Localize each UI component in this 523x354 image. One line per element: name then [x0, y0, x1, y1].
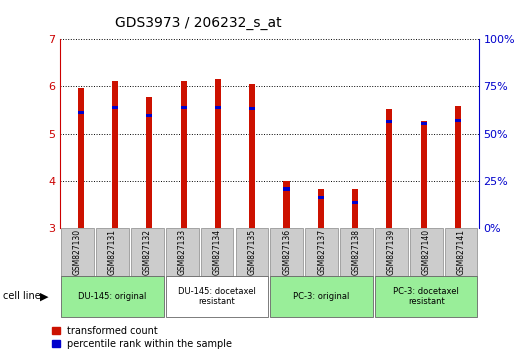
Text: GSM827135: GSM827135 — [247, 229, 256, 275]
Text: GSM827134: GSM827134 — [212, 229, 222, 275]
Text: GSM827131: GSM827131 — [108, 229, 117, 275]
Text: DU-145: original: DU-145: original — [78, 292, 146, 301]
Bar — [249, 84, 255, 228]
Bar — [317, 189, 324, 228]
Text: GSM827130: GSM827130 — [73, 229, 82, 275]
Bar — [249, 107, 255, 110]
Bar — [386, 120, 392, 123]
Bar — [112, 81, 118, 228]
Bar — [146, 97, 152, 228]
Text: GSM827137: GSM827137 — [317, 229, 326, 275]
Bar — [180, 81, 187, 228]
Text: GSM827132: GSM827132 — [143, 229, 152, 275]
Text: DU-145: docetaxel
resistant: DU-145: docetaxel resistant — [178, 287, 256, 306]
Text: GDS3973 / 206232_s_at: GDS3973 / 206232_s_at — [116, 16, 282, 30]
Bar — [146, 114, 152, 117]
Text: GSM827141: GSM827141 — [457, 229, 465, 275]
Text: PC-3: docetaxel
resistant: PC-3: docetaxel resistant — [393, 287, 459, 306]
Bar — [215, 106, 221, 109]
Bar — [352, 189, 358, 228]
Bar — [77, 88, 84, 228]
Bar — [352, 201, 358, 204]
Bar — [386, 109, 392, 228]
Bar — [180, 106, 187, 109]
Text: GSM827136: GSM827136 — [282, 229, 291, 275]
Bar — [455, 119, 461, 122]
Bar — [420, 122, 427, 125]
Bar — [455, 106, 461, 228]
Bar — [283, 181, 290, 228]
Bar — [420, 121, 427, 228]
Bar — [283, 188, 290, 190]
Bar — [77, 111, 84, 114]
Legend: transformed count, percentile rank within the sample: transformed count, percentile rank withi… — [52, 326, 233, 349]
Text: GSM827133: GSM827133 — [178, 229, 187, 275]
Bar — [112, 106, 118, 109]
Text: GSM827138: GSM827138 — [352, 229, 361, 275]
Bar — [215, 79, 221, 228]
Text: PC-3: original: PC-3: original — [293, 292, 350, 301]
Text: GSM827139: GSM827139 — [387, 229, 396, 275]
Text: GSM827140: GSM827140 — [422, 229, 431, 275]
Bar — [317, 196, 324, 199]
Text: cell line: cell line — [3, 291, 40, 302]
Text: ▶: ▶ — [40, 291, 49, 302]
